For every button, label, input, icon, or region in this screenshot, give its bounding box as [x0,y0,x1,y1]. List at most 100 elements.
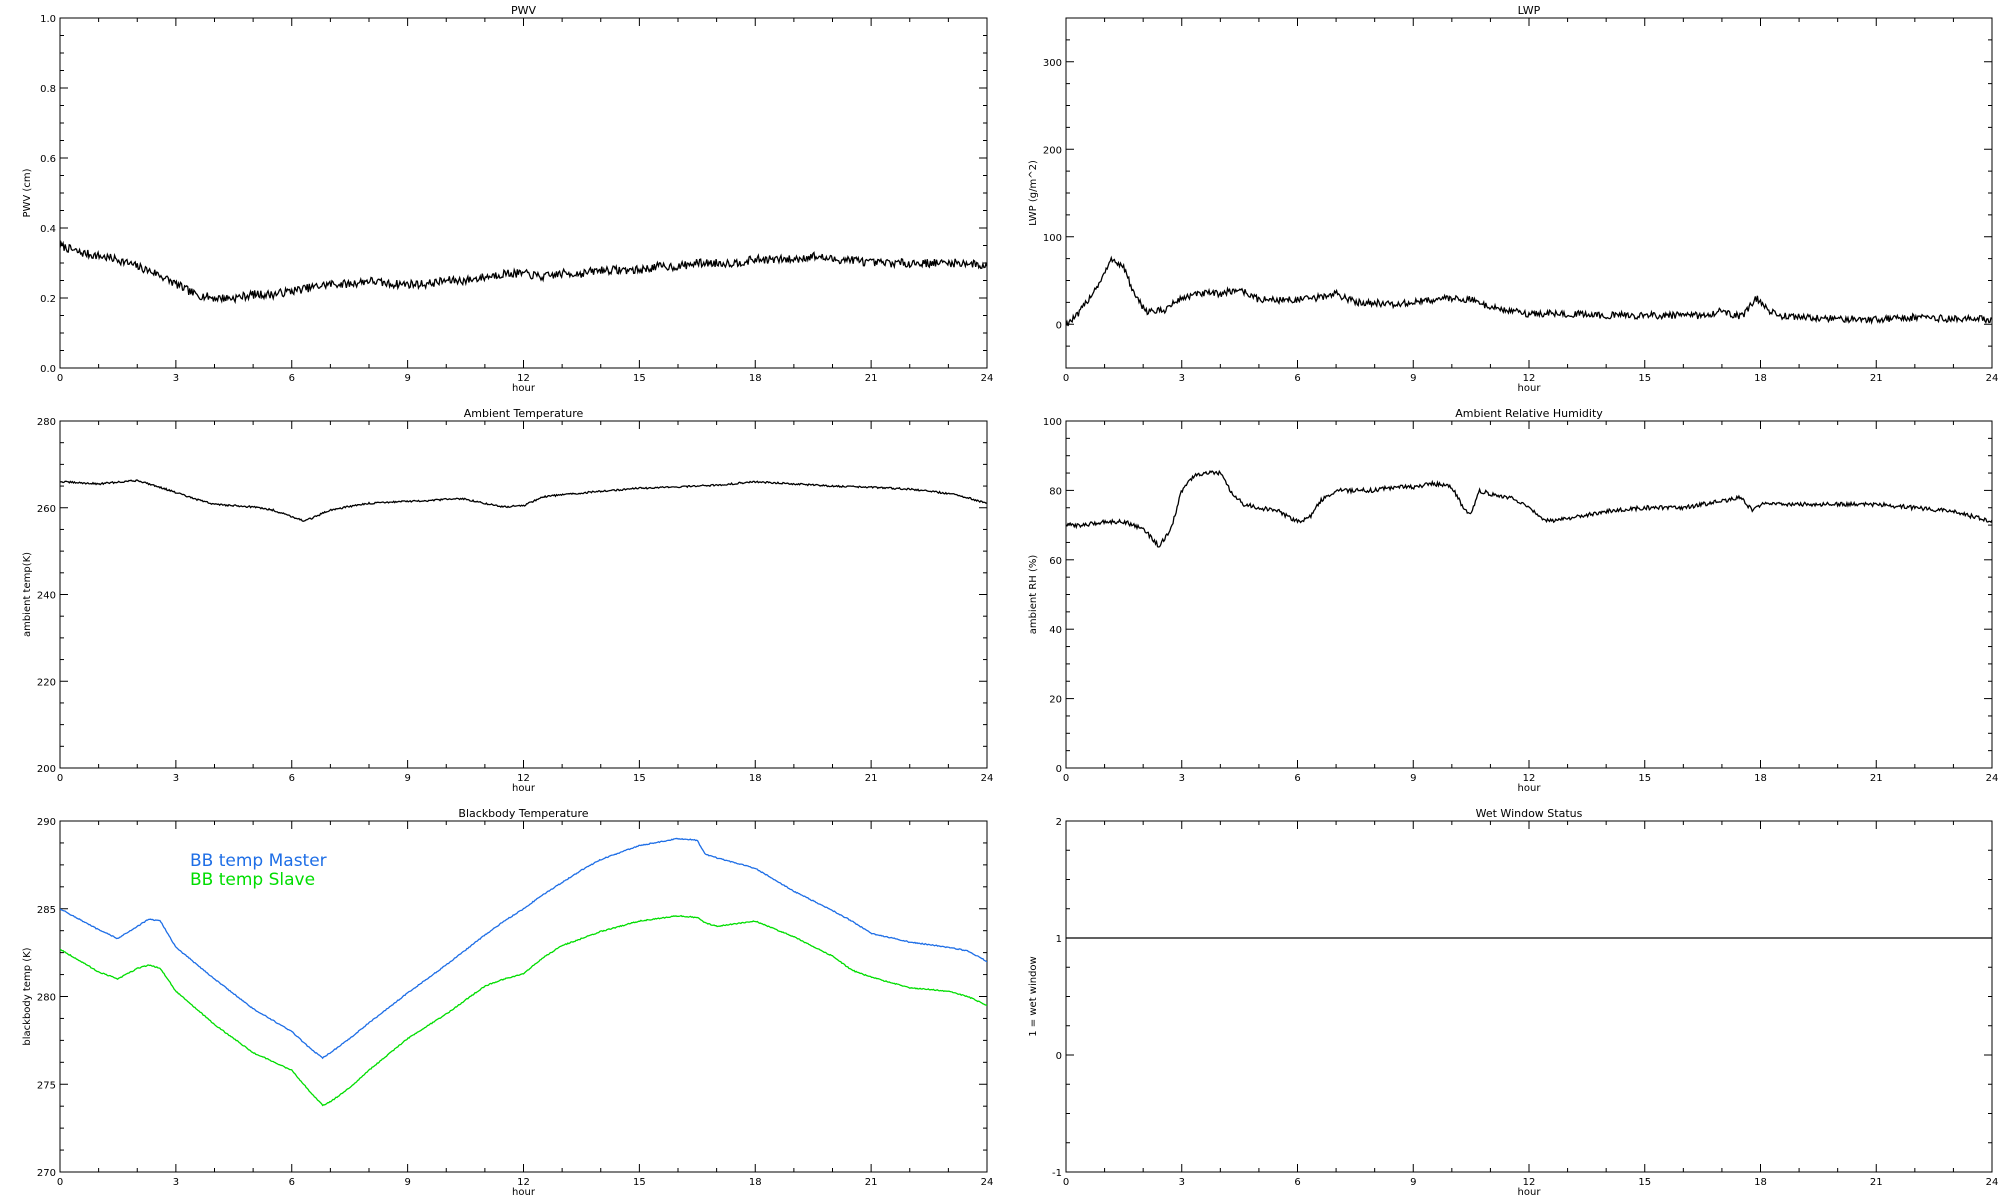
x-tick-label: 3 [1179,373,1185,384]
x-tick-label: 6 [1294,773,1300,784]
x-tick-label: 18 [749,373,762,384]
y-tick-label: 0.6 [40,154,56,165]
y-tick-label: 0 [1056,1051,1062,1062]
x-tick-label: 21 [1870,773,1883,784]
y-tick-label: 100 [1043,417,1062,428]
x-tick-label: 12 [1523,1177,1536,1188]
x-tick-label: 12 [517,373,530,384]
x-axis-label: hour [512,1187,536,1198]
y-tick-label: 275 [37,1080,56,1091]
x-tick-label: 3 [173,1177,179,1188]
x-tick-label: 3 [1179,1177,1185,1188]
x-tick-label: 15 [633,373,646,384]
series-line-1 [1066,255,1992,327]
plot-frame [59,420,988,769]
chart-title: PWV [511,4,537,17]
x-tick-label: 18 [1754,1177,1767,1188]
y-tick-label: 0.2 [40,294,56,305]
x-tick-label: 0 [57,373,63,384]
x-tick-label: 0 [57,1177,63,1188]
x-tick-label: 24 [981,373,994,384]
x-tick-label: 9 [404,1177,410,1188]
x-tick-label: 0 [1063,373,1069,384]
x-axis-label: hour [1518,383,1542,394]
x-tick-label: 6 [1294,1177,1300,1188]
y-tick-label: 0.4 [40,224,56,235]
chart-panel-2: LWP 0 3 6 9 12 15 18 21 24 hour 0 100 200 300 LWP (g/m^… [1028,4,1998,394]
plot-frame [1065,17,1993,369]
x-tick-label: 15 [1638,773,1651,784]
chart-panel-4: Ambient Relative Humidity 0 3 6 9 12 15 18 21 24 h… [1028,407,1998,794]
y-tick-label: 20 [1049,695,1062,706]
x-tick-label: 15 [633,1177,646,1188]
x-tick-label: 6 [289,1177,295,1188]
x-tick-label: 3 [173,773,179,784]
y-tick-label: 1 [1056,934,1062,945]
series-line-1 [60,479,987,523]
y-tick-label: -1 [1052,1168,1062,1179]
legend-entry: BB temp Master [190,851,327,871]
y-tick-label: 300 [1043,58,1062,69]
x-tick-label: 24 [1986,373,1999,384]
y-tick-label: 290 [37,817,56,828]
x-tick-label: 12 [1523,373,1536,384]
y-tick-label: 2 [1056,817,1062,828]
y-axis-label: ambient temp(K) [22,552,33,637]
x-tick-label: 9 [404,373,410,384]
x-tick-label: 24 [981,1177,994,1188]
x-tick-label: 12 [517,773,530,784]
chart-panel-1: PWV 0 3 6 9 12 15 18 21 24 hour 0.0 0.2 0.4 0.6 0.8 1.0 P… [22,4,993,394]
x-tick-label: 18 [1754,373,1767,384]
plot-frame [59,17,988,369]
y-axis-label: ambient RH (%) [1028,555,1039,635]
x-tick-label: 18 [749,1177,762,1188]
x-tick-label: 21 [865,373,878,384]
y-tick-label: 100 [1043,233,1062,244]
x-tick-label: 18 [749,773,762,784]
chart-title: Ambient Temperature [464,407,584,420]
x-axis-label: hour [1518,1187,1542,1198]
x-tick-label: 18 [1754,773,1767,784]
y-tick-label: 0 [1056,764,1062,775]
series-line-1 [1066,469,1992,548]
series-line-bb-temp-slave [60,914,987,1107]
y-tick-label: 285 [37,905,56,916]
x-tick-label: 24 [981,773,994,784]
x-tick-label: 0 [57,773,63,784]
legend-entry: BB temp Slave [190,870,315,890]
series-line-1 [60,239,987,305]
chart-panel-3: Ambient Temperature 0 3 6 9 12 15 18 21 24 hour 200… [22,407,993,794]
x-axis-label: hour [1518,783,1542,794]
y-tick-label: 280 [37,417,56,428]
x-axis-label: hour [512,383,536,394]
x-tick-label: 15 [1638,1177,1651,1188]
x-tick-label: 21 [865,773,878,784]
x-tick-label: 21 [865,1177,878,1188]
chart-panel-5: Blackbody Temperature 0 3 6 9 12 15 18 21 24 hour 2… [22,807,993,1198]
y-tick-label: 200 [1043,145,1062,156]
x-tick-label: 9 [1410,773,1416,784]
x-tick-label: 9 [1410,373,1416,384]
chart-title: Blackbody Temperature [458,807,588,820]
chart-title: LWP [1518,4,1541,17]
x-tick-label: 24 [1986,1177,1999,1188]
y-tick-label: 280 [37,993,56,1004]
plot-frame [1065,820,1993,1173]
x-tick-label: 3 [173,373,179,384]
x-tick-label: 9 [1410,1177,1416,1188]
x-tick-label: 0 [1063,773,1069,784]
y-axis-label: LWP (g/m^2) [1028,160,1039,226]
x-tick-label: 3 [1179,773,1185,784]
x-tick-label: 15 [633,773,646,784]
chart-title: Wet Window Status [1476,807,1583,820]
y-tick-label: 80 [1049,486,1062,497]
y-tick-label: 200 [37,764,56,775]
x-tick-label: 12 [1523,773,1536,784]
x-tick-label: 21 [1870,373,1883,384]
y-tick-label: 0.8 [40,84,56,95]
series-line-bb-temp-master [60,837,987,1060]
y-tick-label: 60 [1049,556,1062,567]
x-tick-label: 6 [1294,373,1300,384]
